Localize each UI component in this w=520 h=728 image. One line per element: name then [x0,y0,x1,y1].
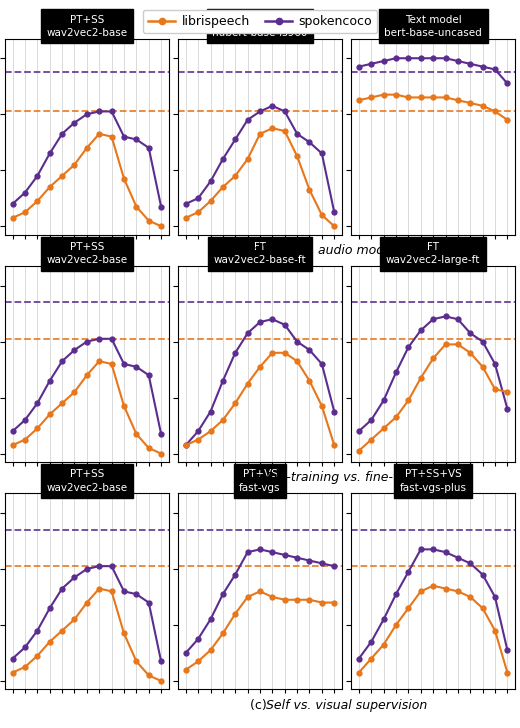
Title: PT+SS
wav2vec2-base: PT+SS wav2vec2-base [46,15,127,38]
Title: PT+SS
hubert-base-ls960: PT+SS hubert-base-ls960 [212,15,308,38]
Text: (b): (b) [249,471,271,484]
Title: PT+SS
wav2vec2-base: PT+SS wav2vec2-base [46,242,127,265]
Text: Text vs. audio models: Text vs. audio models [266,244,402,257]
Title: FT
wav2vec2-base-ft: FT wav2vec2-base-ft [214,242,306,265]
Legend: librispeech, spokencoco: librispeech, spokencoco [143,10,377,33]
Text: Self vs. visual supervision: Self vs. visual supervision [266,699,427,711]
Text: (c): (c) [250,699,270,711]
Title: PT+SS
wav2vec2-base: PT+SS wav2vec2-base [46,470,127,493]
Title: PT+SS+VS
fast-vgs-plus: PT+SS+VS fast-vgs-plus [400,470,466,493]
Title: Text model
bert-base-uncased: Text model bert-base-uncased [384,15,482,38]
Text: (a): (a) [249,244,271,257]
Title: PT+VS
fast-vgs: PT+VS fast-vgs [239,470,281,493]
Text: Pre-training vs. fine-tuning: Pre-training vs. fine-tuning [266,471,433,484]
Title: FT
wav2vec2-large-ft: FT wav2vec2-large-ft [386,242,480,265]
